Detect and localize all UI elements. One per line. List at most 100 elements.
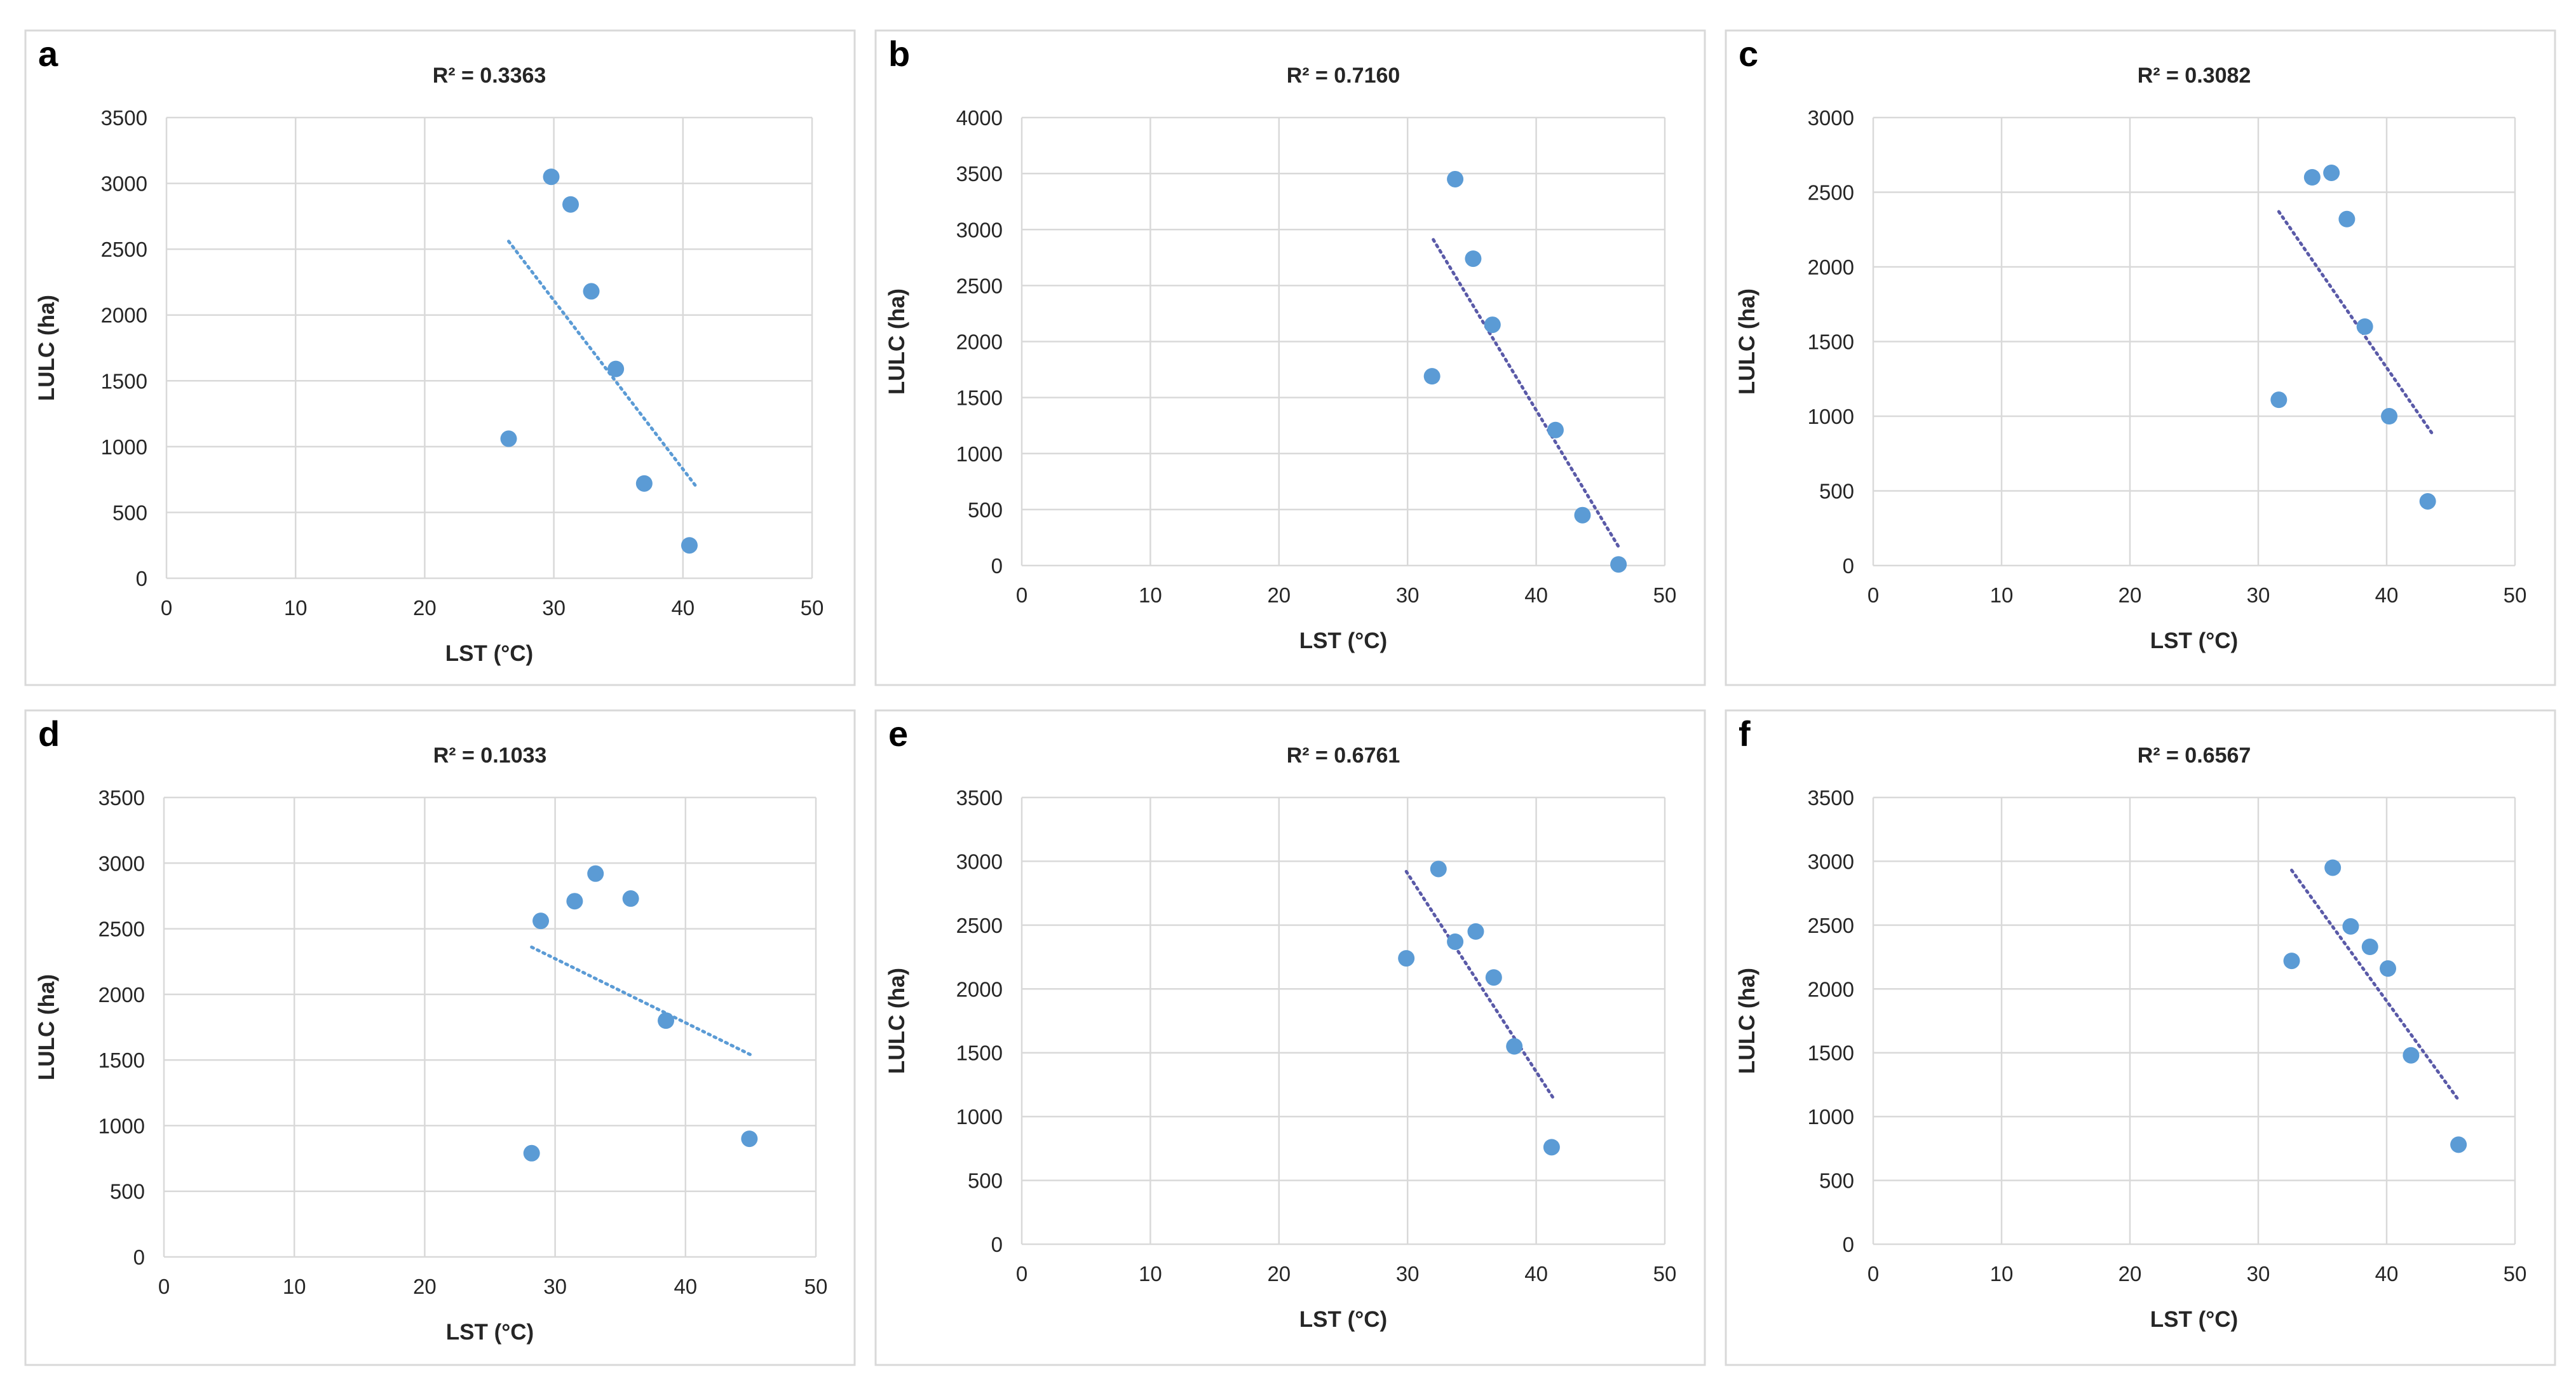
y-tick-label: 1500	[956, 386, 1003, 410]
y-axis-title: LULC (ha)	[34, 295, 59, 401]
x-axis-title: LST (°C)	[445, 641, 533, 666]
x-tick-label: 0	[1868, 583, 1879, 607]
data-point	[741, 1130, 758, 1148]
data-point	[1398, 950, 1415, 967]
data-point	[1610, 556, 1627, 573]
x-tick-label: 10	[1139, 1262, 1162, 1286]
panel-border	[24, 709, 856, 1366]
y-tick-label: 0	[136, 567, 147, 590]
data-point	[532, 913, 550, 930]
x-tick-label: 40	[2375, 583, 2399, 607]
y-tick-label: 2500	[956, 274, 1003, 297]
x-tick-label: 0	[1016, 583, 1027, 607]
data-point	[635, 475, 653, 492]
x-tick-label: 30	[1396, 583, 1420, 607]
y-tick-label: 1500	[101, 369, 147, 393]
data-point	[607, 360, 625, 377]
x-tick-label: 20	[2118, 583, 2142, 607]
y-tick-label: 1500	[1808, 330, 1854, 354]
panel-letter: d	[38, 714, 60, 754]
chart-title: R² = 0.6761	[1287, 743, 1400, 768]
data-point	[1484, 316, 1501, 334]
y-tick-label: 3500	[1808, 786, 1854, 810]
data-point	[2419, 492, 2436, 510]
x-tick-label: 40	[674, 1275, 697, 1298]
x-tick-label: 20	[413, 1275, 437, 1298]
y-tick-label: 1000	[1808, 1105, 1854, 1129]
data-point	[2323, 164, 2340, 181]
y-tick-label: 2000	[98, 983, 145, 1007]
y-tick-label: 500	[968, 498, 1003, 522]
trendline	[2277, 210, 2434, 435]
panel-letter: f	[1739, 714, 1751, 754]
y-tick-label: 1500	[956, 1042, 1003, 1065]
chart-panel-e: 0 10 20 30 40 500500100015002000250030003500e…	[874, 709, 1706, 1366]
data-point	[543, 168, 560, 186]
panel-border	[24, 29, 856, 686]
chart-panel-d: 0 10 20 30 40 500500100015002000250030003500d…	[24, 709, 856, 1366]
trendline	[2290, 868, 2460, 1102]
x-tick-label: 10	[1990, 583, 2014, 607]
x-tick-label: 20	[1267, 583, 1291, 607]
y-tick-label: 2000	[1808, 977, 1854, 1001]
panel-border	[874, 29, 1706, 686]
panel-letter: e	[888, 714, 908, 754]
y-tick-label: 0	[991, 1233, 1003, 1256]
y-tick-label: 3500	[98, 786, 145, 810]
y-tick-label: 2500	[1808, 181, 1854, 205]
chart-title: R² = 0.6567	[2138, 743, 2251, 768]
x-tick-label: 30	[542, 596, 566, 620]
y-tick-label: 1000	[101, 435, 147, 459]
data-point	[1447, 170, 1464, 187]
y-tick-label: 3500	[101, 106, 147, 130]
x-tick-label: 50	[1653, 1262, 1677, 1286]
x-tick-label: 0	[161, 596, 172, 620]
y-tick-label: 3000	[956, 850, 1003, 873]
data-point	[1447, 933, 1464, 950]
chart-panel-f: 0 10 20 30 40 500500100015002000250030003500f…	[1725, 709, 2556, 1366]
y-tick-label: 3000	[956, 218, 1003, 241]
y-tick-label: 2000	[956, 977, 1003, 1001]
x-tick-label: 20	[1267, 1262, 1291, 1286]
y-tick-label: 1000	[956, 1105, 1003, 1129]
y-tick-label: 3000	[101, 172, 147, 196]
x-tick-label: 10	[1139, 583, 1162, 607]
panel-border	[874, 709, 1706, 1366]
x-tick-label: 50	[2504, 1262, 2527, 1286]
y-tick-label: 2500	[1808, 914, 1854, 937]
trendline	[1432, 238, 1622, 551]
data-point	[500, 430, 517, 447]
data-point	[2303, 169, 2321, 186]
data-point	[523, 1144, 540, 1162]
data-point	[1430, 860, 1447, 878]
data-point	[2380, 960, 2397, 977]
y-tick-label: 0	[1843, 554, 1854, 578]
x-tick-label: 10	[1990, 1262, 2014, 1286]
y-axis-title: LULC (ha)	[885, 288, 909, 395]
x-tick-label: 40	[671, 596, 695, 620]
x-tick-label: 50	[2504, 583, 2527, 607]
x-tick-label: 0	[158, 1275, 170, 1298]
panel-letter: c	[1739, 34, 1758, 74]
data-point	[587, 865, 604, 882]
x-tick-label: 30	[2247, 583, 2270, 607]
x-tick-label: 20	[2118, 1262, 2142, 1286]
y-tick-label: 500	[1819, 480, 1854, 503]
y-tick-label: 1000	[98, 1114, 145, 1137]
y-axis-title: LULC (ha)	[1735, 288, 1759, 395]
data-point	[622, 890, 639, 907]
y-tick-label: 1000	[956, 442, 1003, 466]
chart-title: R² = 0.7160	[1287, 64, 1400, 88]
y-tick-label: 2000	[956, 330, 1003, 354]
x-axis-title: LST (°C)	[446, 1320, 534, 1345]
x-tick-label: 0	[1868, 1262, 1879, 1286]
data-point	[1485, 969, 1502, 986]
x-tick-label: 0	[1016, 1262, 1027, 1286]
x-tick-label: 40	[1524, 583, 1548, 607]
x-tick-label: 50	[1653, 583, 1677, 607]
chart-panel-a: 0 10 20 30 40 500500100015002000250030003500a…	[24, 29, 856, 686]
data-point	[681, 537, 698, 554]
data-point	[658, 1012, 675, 1029]
